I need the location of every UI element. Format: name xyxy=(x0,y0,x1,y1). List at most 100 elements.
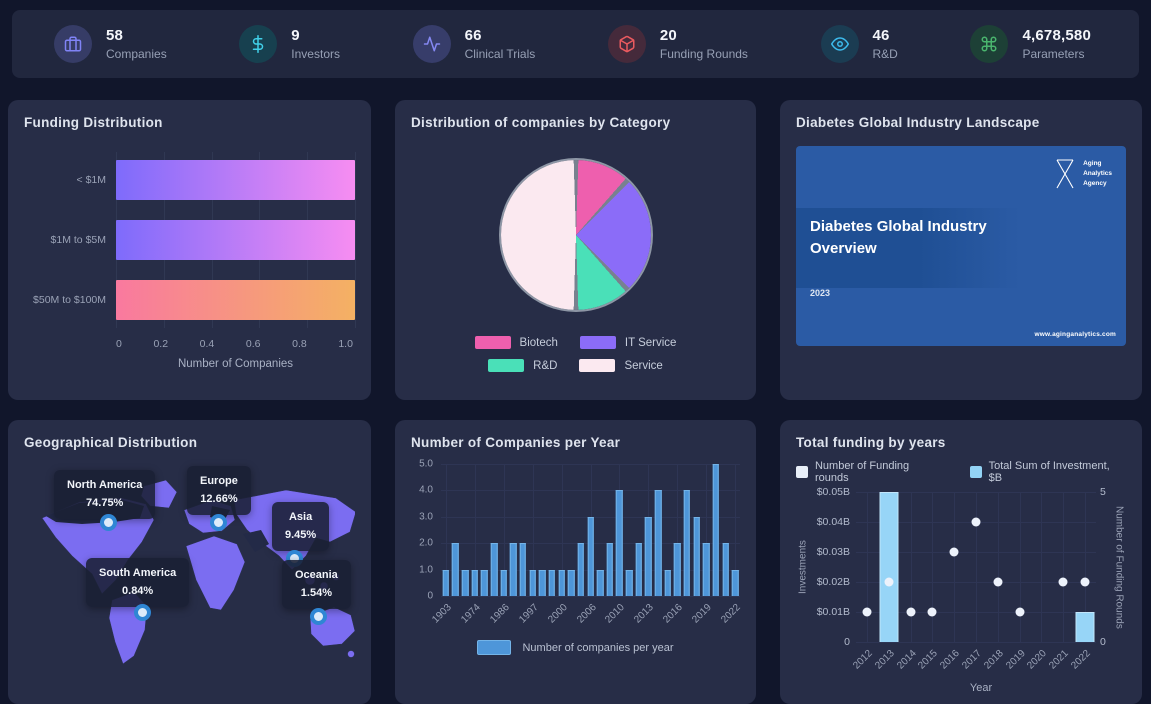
cy-bar[interactable] xyxy=(442,569,450,596)
cy-bar[interactable] xyxy=(471,569,478,596)
cy-bar[interactable] xyxy=(664,569,671,596)
cy-bar[interactable] xyxy=(452,543,459,596)
cy-bar[interactable] xyxy=(731,569,739,596)
cy-bar[interactable] xyxy=(606,543,614,596)
tf-v-gridline xyxy=(997,492,999,642)
fd-category-label: $1M to $5M xyxy=(50,234,106,246)
pie-legend-item[interactable]: Service xyxy=(579,359,663,372)
cy-bar[interactable] xyxy=(490,543,498,596)
tf-x-tick: 2021 xyxy=(1047,648,1072,672)
cy-bar[interactable] xyxy=(722,543,729,596)
funding-distribution-chart: < $1M $1M to $5M $50M to $100M xyxy=(24,150,356,330)
tf-investment-bar[interactable] xyxy=(1075,612,1095,642)
cy-bar[interactable] xyxy=(567,569,575,596)
tf-rounds-dot[interactable] xyxy=(906,607,916,617)
cy-bar[interactable] xyxy=(635,543,642,596)
tf-h-gridline xyxy=(856,642,1096,643)
tf-rounds-dot[interactable] xyxy=(1058,577,1068,587)
stat-value: 9 xyxy=(291,27,300,44)
cy-y-tick: 1.0 xyxy=(419,564,433,576)
cy-v-gridline xyxy=(532,464,534,596)
cy-bar[interactable] xyxy=(616,490,623,596)
total-funding-chart: Investments $0.05B $0.04B $0.03B $0.02B $0.0… xyxy=(796,486,1126,648)
cy-x-tick: 2022 xyxy=(719,602,743,626)
cy-x-tick: 2000 xyxy=(545,602,570,626)
cy-bar[interactable] xyxy=(683,490,691,596)
tf-legend: Number of Funding rounds Total Sum of Inv… xyxy=(796,460,1126,484)
geo-region-name: Europe xyxy=(200,475,238,487)
tf-rounds-dot[interactable] xyxy=(993,577,1003,587)
tf-rounds-dot[interactable] xyxy=(971,517,981,527)
cy-bar[interactable] xyxy=(539,569,546,596)
tf-rounds-dot[interactable] xyxy=(1080,577,1090,587)
cy-y-axis: 0 1.0 2.0 3.0 4.0 5.0 xyxy=(411,459,441,602)
cards-grid: Funding Distribution < $1M $1M to $5M $50M… xyxy=(8,100,1143,704)
cy-h-gridline xyxy=(441,596,740,597)
tf-legend-item[interactable]: Total Sum of Investment, $B xyxy=(969,460,1126,484)
fd-x-tick: 0.6 xyxy=(245,338,261,350)
pie-legend-item[interactable]: R&D xyxy=(488,359,557,372)
tf-rounds-dot[interactable] xyxy=(1015,607,1025,617)
cy-bar[interactable] xyxy=(548,569,556,596)
cy-bar[interactable] xyxy=(461,569,469,596)
cy-bar[interactable] xyxy=(645,516,652,596)
geo-tooltip: North America 74.75% xyxy=(54,470,156,520)
tf-rounds-dot[interactable] xyxy=(884,577,894,587)
geo-marker[interactable] xyxy=(310,608,327,625)
cy-bar[interactable] xyxy=(500,569,507,596)
fd-bar[interactable] xyxy=(116,160,355,200)
cy-bar[interactable] xyxy=(693,516,700,596)
cy-bar[interactable] xyxy=(654,490,662,596)
cy-bar[interactable] xyxy=(519,543,527,596)
pie-legend-label: Biotech xyxy=(519,336,558,349)
cy-bar[interactable] xyxy=(674,543,681,596)
geo-tooltip: South America 0.84% xyxy=(86,558,190,608)
cy-bar[interactable] xyxy=(529,569,536,596)
category-pie-chart[interactable] xyxy=(500,160,651,310)
tf-investment-bar[interactable] xyxy=(879,492,899,642)
geo-marker[interactable] xyxy=(100,514,117,531)
cy-v-gridline xyxy=(677,464,679,596)
pie-legend-item[interactable]: Biotech xyxy=(474,336,558,349)
cy-bar[interactable] xyxy=(712,464,720,596)
geo-marker[interactable] xyxy=(134,604,151,621)
card-companies-per-year: Number of Companies per Year 0 1.0 2.0 3.0 4… xyxy=(395,420,756,704)
cy-bar[interactable] xyxy=(625,569,633,596)
cy-x-tick: 1986 xyxy=(487,602,512,626)
fd-bar-row xyxy=(116,210,355,270)
cy-v-gridline xyxy=(561,464,563,596)
tf-legend-swatch xyxy=(969,466,982,478)
world-map-container: North America 74.75% Europe 12.66% Asia 9.45%… xyxy=(24,458,355,690)
cy-bar[interactable] xyxy=(577,543,585,596)
cy-v-gridline xyxy=(706,464,708,596)
cy-bar[interactable] xyxy=(702,543,710,596)
stat-value: 20 xyxy=(659,27,677,44)
tf-rounds-dot[interactable] xyxy=(862,607,872,617)
geo-marker[interactable] xyxy=(210,514,227,531)
tf-x-tick: 2014 xyxy=(894,648,919,672)
tf-legend-item[interactable]: Number of Funding rounds xyxy=(796,460,946,484)
tf-rounds-dot[interactable] xyxy=(927,607,937,617)
fd-bar[interactable] xyxy=(116,220,355,260)
stat-rd: 46 R&D xyxy=(820,25,898,63)
cy-bar[interactable] xyxy=(587,516,594,596)
geo-region-name: North America xyxy=(67,479,143,491)
stat-label: Clinical Trials xyxy=(464,47,536,61)
cy-bar[interactable] xyxy=(596,569,604,596)
funding-x-axis-title: Number of Companies xyxy=(177,358,294,370)
eye-icon xyxy=(820,25,859,63)
pie-legend-item[interactable]: IT Service xyxy=(579,336,676,349)
geo-tooltip: Asia 9.45% xyxy=(272,502,330,552)
cy-bar[interactable] xyxy=(558,569,565,596)
fd-bar[interactable] xyxy=(116,280,355,320)
cy-x-tick: 2019 xyxy=(690,602,715,626)
cy-bar[interactable] xyxy=(481,569,488,596)
cy-v-gridline xyxy=(445,464,447,596)
tf-v-gridline xyxy=(910,492,912,642)
command-icon xyxy=(970,25,1009,63)
cy-legend[interactable]: Number of companies per year xyxy=(411,640,740,655)
cy-bar[interactable] xyxy=(510,543,517,596)
report-cover-banner[interactable]: Aging Analytics Agency Diabetes Global I… xyxy=(796,146,1126,346)
tf-rounds-dot[interactable] xyxy=(949,547,959,557)
